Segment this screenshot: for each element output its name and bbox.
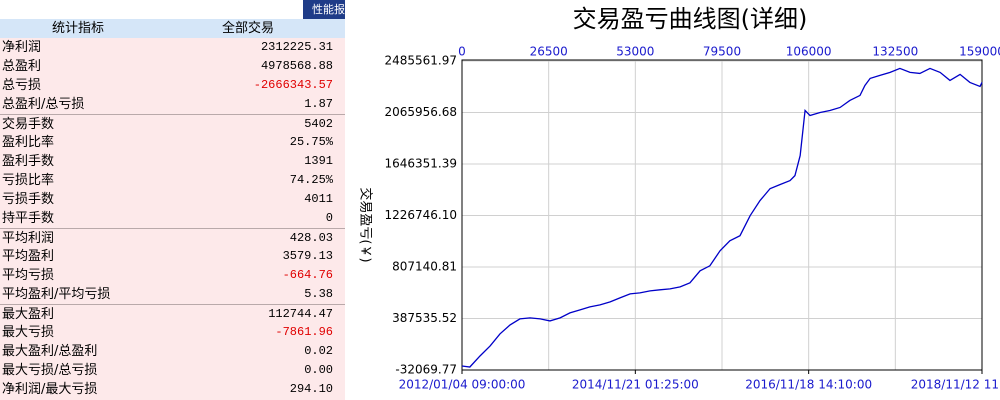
table-row: 平均利润 428.03 [0,228,345,248]
header-cell: 全部交易 [222,21,275,36]
metric-label: 最大盈利 [2,307,55,322]
chart: 交易盈亏曲线图(详细) 交易盈亏(￥) 2485561.97 2065956.68… [358,5,1000,392]
y-tick-label: 1646351.39 [384,156,457,170]
metric-label: 平均盈利/平均亏损 [2,287,111,302]
metric-value: 74.25% [289,173,333,187]
metric-value: 25.75% [289,135,333,149]
chart-title: 交易盈亏曲线图(详细) [573,5,808,33]
x-tick-label-top: 132500 [872,45,918,59]
table-row: 总亏损 -2666343.57 [0,76,345,95]
x-tick-label-top: 106000 [786,45,832,59]
table-row: 盈利手数 1391 [0,152,345,171]
metric-label: 最大亏损/总亏损 [2,363,98,378]
table-row: 最大亏损 -7861.96 [0,323,345,342]
metric-value: 5.38 [304,287,333,301]
metric-value: 5402 [304,117,333,131]
table-row: 亏损手数 4011 [0,190,345,209]
y-tick-label: 387535.52 [392,311,457,325]
metric-label: 净利润/最大亏损 [2,382,98,397]
panel-title: 性能报 [303,0,345,19]
table-row: 总盈利/总亏损 1.87 [0,95,345,114]
metric-value: 1391 [304,154,333,168]
table-row: 最大亏损/总亏损 0.00 [0,361,345,380]
metric-value: 1.87 [304,97,333,111]
y-axis-label: 交易盈亏(￥) [358,187,374,262]
y-tick-label: 2485561.97 [384,53,457,67]
table-row: 平均盈利/平均亏损 5.38 [0,285,345,304]
metric-label: 总亏损 [2,78,42,93]
table-header: 统计指标 全部交易 [0,19,345,38]
metric-label: 盈利手数 [2,154,55,169]
metric-value: 112744.47 [268,307,333,321]
top-bar: 性能报 [0,0,345,19]
y-tick-label: 1226746.10 [384,208,457,222]
metric-label: 持平手数 [2,211,55,226]
x-tick-label-bottom: 2014/11/21 01:25:00 [572,378,699,392]
y-tick-label: -32069.77 [395,363,457,377]
table-row: 平均亏损 -664.76 [0,266,345,285]
metric-value: 3579.13 [282,249,333,263]
y-tick-label: 2065956.68 [384,105,457,119]
metric-label: 盈利比率 [2,135,55,150]
x-tick-label-bottom: 2016/11/18 14:10:00 [745,378,872,392]
metric-label: 总盈利 [2,59,42,74]
metric-value: 0 [325,211,333,225]
x-tick-label-top: 53000 [616,45,654,59]
x-tick-label-bottom: 2012/01/04 09:00:00 [399,378,526,392]
metric-label: 平均利润 [2,231,55,246]
metric-label: 净利润 [2,40,42,55]
table-row: 交易手数 5402 [0,114,345,134]
x-tick-label-top: 0 [458,45,466,59]
metric-value: 0.02 [304,344,333,358]
equity-line [461,67,983,368]
metric-label: 最大亏损 [2,325,55,340]
stats-panel: 性能报 统计指标 全部交易 净利润 2312225.31 总盈利 4978568.88… [0,0,345,400]
table-row: 净利润 2312225.31 [0,38,345,57]
metric-label: 交易手数 [2,117,55,132]
metric-value: 4978568.88 [260,59,333,73]
x-tick-label-top: 79500 [703,45,741,59]
metric-label: 最大盈利/总盈利 [2,344,98,359]
metric-label: 亏损手数 [2,192,55,207]
table-row: 最大盈利/总盈利 0.02 [0,342,345,361]
table-row: 总盈利 4978568.88 [0,57,345,76]
y-tick-label: 807140.81 [392,259,457,273]
metric-value: 294.10 [289,382,333,396]
plot-border [461,59,983,371]
metric-value: -7861.96 [275,325,333,339]
metric-value: 4011 [304,192,333,206]
metric-value: 0.00 [304,363,333,377]
metric-value: 428.03 [289,231,333,245]
metric-value: 2312225.31 [260,40,333,54]
metric-label: 平均盈利 [2,249,55,264]
table-row: 盈利比率 25.75% [0,133,345,152]
metric-value: -664.76 [282,268,333,282]
metric-label: 总盈利/总亏损 [2,97,85,112]
table-row: 亏损比率 74.25% [0,171,345,190]
header-cell: 统计指标 [52,21,105,36]
x-tick-label-top: 26500 [530,45,568,59]
table-row: 净利润/最大亏损 294.10 [0,380,345,399]
table-row: 最大盈利 112744.47 [0,304,345,324]
metric-label: 平均亏损 [2,268,55,283]
x-tick-label-bottom: 2018/11/12 11 [911,378,999,392]
x-tick-label-top: 159000 [959,45,1000,59]
metric-label: 亏损比率 [2,173,55,188]
table-row: 持平手数 0 [0,209,345,228]
metric-value: -2666343.57 [253,78,333,92]
table-row: 平均盈利 3579.13 [0,247,345,266]
